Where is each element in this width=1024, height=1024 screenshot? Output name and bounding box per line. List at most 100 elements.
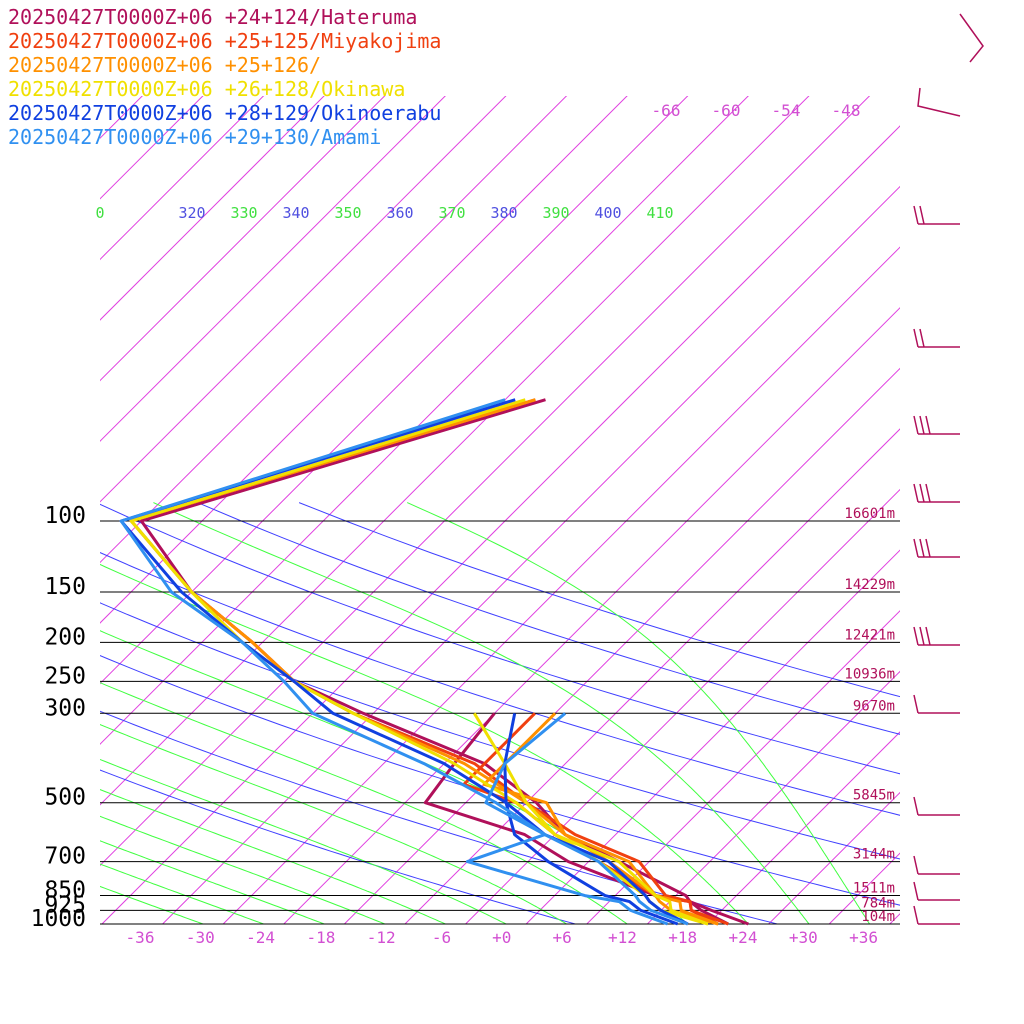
- isotherm-line: [100, 96, 568, 564]
- temp-tick-label: -18: [306, 928, 335, 947]
- dry-adiabat: [100, 602, 900, 860]
- upper-temp-label: -66: [652, 101, 681, 120]
- legend-entry: 20250427T0000Z+06 +24+124/Hateruma: [8, 5, 417, 29]
- theta-label: 350: [334, 204, 361, 222]
- isotherm-line: [100, 96, 143, 139]
- isotherm-line: [283, 307, 900, 924]
- wind-barb-feather: [913, 626, 919, 646]
- dry-adiabat: [100, 551, 900, 816]
- isotherm-line: [707, 731, 900, 924]
- dry-adiabat: [197, 502, 900, 735]
- upper-temp-label: -54: [772, 101, 801, 120]
- dry-adiabat: [298, 502, 900, 698]
- wind-barb-feather: [913, 415, 919, 435]
- wind-barb-feather: [913, 905, 919, 925]
- wind-barb-feather: [913, 694, 919, 714]
- temp-tick-label: +30: [789, 928, 818, 947]
- legend-entry: 20250427T0000Z+06 +26+128/Okinawa: [8, 77, 405, 101]
- wind-barbs: [913, 13, 984, 925]
- isotherm-line: [465, 488, 900, 924]
- height-label: 12421m: [844, 627, 895, 643]
- pressure-label: 1000: [31, 906, 86, 932]
- upper-temp-label: -60: [712, 101, 741, 120]
- isotherm-line: [100, 96, 810, 806]
- wind-barb: [917, 87, 961, 117]
- theta-label: 330: [230, 204, 257, 222]
- dry-adiabat: [100, 503, 900, 775]
- sounding-series: [119, 398, 749, 926]
- isotherm-line: [404, 428, 900, 924]
- isotherm-line: [100, 96, 386, 382]
- isotherm-line: [100, 96, 325, 321]
- temp-tick-label: -24: [246, 928, 275, 947]
- isotherm-line: [647, 670, 900, 924]
- temp-tick-label: -30: [186, 928, 215, 947]
- height-label: 5845m: [853, 788, 895, 804]
- pressure-label: 300: [44, 695, 86, 721]
- isotherm-line: [222, 246, 900, 924]
- theta-label: 400: [594, 204, 621, 222]
- wind-barb-feather: [913, 483, 919, 503]
- temp-tick-label: +0: [492, 928, 511, 947]
- isotherm-line: [950, 24, 1024, 924]
- height-label: 104m: [861, 909, 895, 925]
- pressure-label: 850: [44, 878, 86, 904]
- isotherm-line: [162, 185, 900, 924]
- isotherm-line: [101, 125, 900, 924]
- pressure-label: 200: [44, 624, 86, 650]
- theta-label: 390: [542, 204, 569, 222]
- theta-label: 370: [438, 204, 465, 222]
- theta-label: 360: [386, 204, 413, 222]
- theta-label: 340: [282, 204, 309, 222]
- theta-label: 410: [646, 204, 673, 222]
- isotherm-line: [889, 913, 900, 924]
- temperature-line: [129, 398, 729, 926]
- isotherm-line: [100, 96, 204, 200]
- wind-barb-feather: [925, 483, 931, 503]
- isotherm-line: [100, 96, 507, 503]
- wind-barb: [959, 13, 984, 63]
- wind-barb-feather: [919, 415, 925, 435]
- temp-tick-label: +12: [608, 928, 637, 947]
- legend: 20250427T0000Z+06 +24+124/Hateruma 202504…: [8, 5, 441, 149]
- height-label: 1511m: [853, 881, 895, 897]
- pressure-label: 250: [44, 663, 86, 689]
- isotherm-line: [344, 367, 900, 924]
- wind-barb-feather: [919, 205, 925, 225]
- wind-barb-feather: [919, 626, 925, 646]
- legend-entry: 20250427T0000Z+06 +25+126/: [8, 53, 321, 77]
- temperature-line: [119, 398, 689, 926]
- wind-barb-feather: [913, 881, 919, 901]
- temp-tick-label: +18: [668, 928, 697, 947]
- temperature-line: [129, 398, 709, 926]
- wind-barb-feather: [925, 415, 931, 435]
- isotherm-line: [100, 96, 446, 442]
- pressure-label: 150: [44, 574, 86, 600]
- wind-barb-feather: [913, 205, 919, 225]
- pressure-label: 700: [44, 844, 86, 870]
- temp-tick-label: -12: [367, 928, 396, 947]
- isotherm-line: [586, 610, 900, 924]
- height-label: 16601m: [844, 506, 895, 522]
- wind-barb-feather: [919, 538, 925, 558]
- temperature-line: [119, 398, 689, 926]
- theta-label: 0: [95, 204, 104, 222]
- axis-labels: 100 16601m 150 14229m 200 12421m 250 10936m 300 9…: [31, 101, 895, 947]
- temp-tick-label: +36: [849, 928, 878, 947]
- isotherm-line: [0, 24, 32, 924]
- pressure-label: 100: [44, 503, 86, 529]
- legend-entry: 20250427T0000Z+06 +28+129/Okinoerabu: [8, 101, 441, 125]
- temp-tick-label: +6: [552, 928, 571, 947]
- height-label: 14229m: [844, 577, 895, 593]
- dewpoint-line: [423, 712, 729, 926]
- temperature-line: [139, 398, 749, 926]
- height-label: 784m: [861, 895, 895, 911]
- pressure-label: 500: [44, 785, 86, 811]
- wind-barb-feather: [925, 538, 931, 558]
- dewpoint-line: [503, 713, 679, 926]
- theta-label: 320: [178, 204, 205, 222]
- wind-barb-feather: [913, 855, 919, 875]
- upper-temp-label: -48: [832, 101, 861, 120]
- pressure-label: 925: [44, 892, 86, 918]
- height-label: 9670m: [853, 698, 895, 714]
